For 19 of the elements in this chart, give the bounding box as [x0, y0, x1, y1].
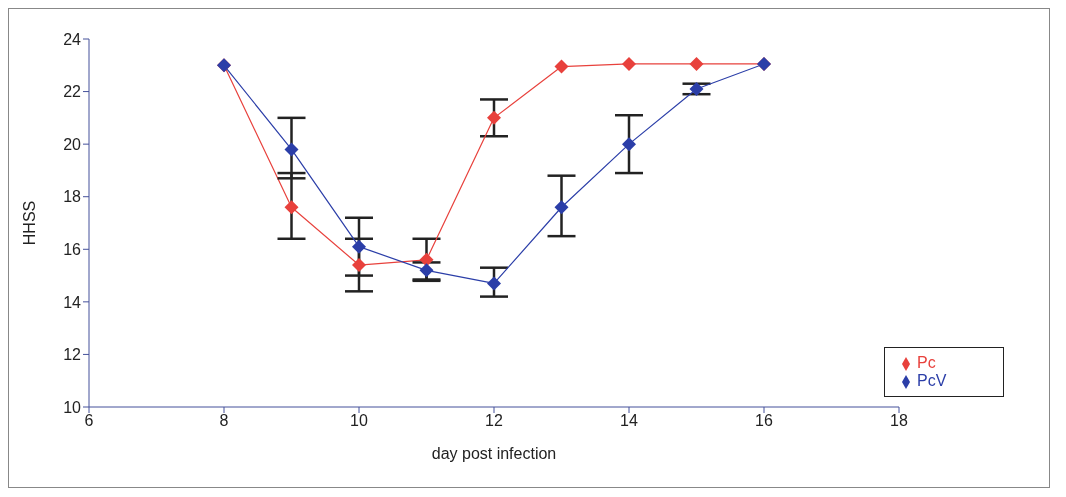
- y-tick-label: 12: [63, 346, 82, 364]
- y-tick-label: 14: [63, 293, 82, 311]
- x-tick-label: 10: [350, 412, 368, 430]
- legend-label: Pc: [917, 354, 936, 371]
- y-tick-label: 22: [63, 83, 82, 101]
- y-tick-label: 24: [63, 30, 82, 48]
- x-tick-label: 8: [219, 412, 229, 430]
- y-tick-label: 20: [63, 135, 82, 153]
- y-tick-label: 10: [63, 398, 82, 416]
- y-axis-title: HHSS: [20, 200, 38, 246]
- y-tick-label: 16: [63, 240, 82, 258]
- x-tick-label: 18: [890, 412, 908, 430]
- x-tick-label: 12: [485, 412, 503, 430]
- y-tick-label: 18: [63, 188, 82, 206]
- legend-label: PcV: [917, 372, 947, 389]
- x-axis-title: day post infection: [431, 445, 557, 462]
- x-tick-label: 16: [755, 412, 773, 430]
- x-tick-label: 14: [620, 412, 638, 430]
- x-tick-label: 6: [84, 412, 94, 430]
